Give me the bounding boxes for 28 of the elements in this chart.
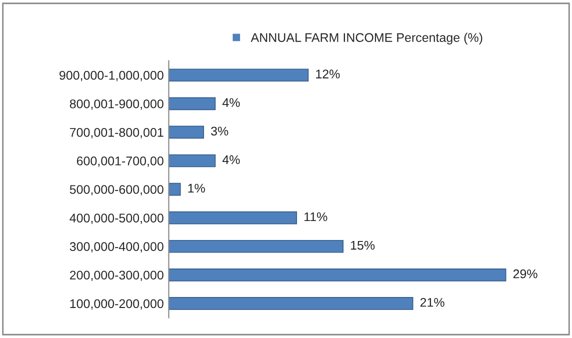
legend-label: ANNUAL FARM INCOME Percentage (%): [250, 32, 482, 44]
bar: [168, 182, 181, 196]
bar: [168, 297, 414, 310]
bar: [168, 97, 216, 110]
y-tick-label: 500,000-600,000: [70, 185, 164, 196]
data-label: 15%: [350, 240, 375, 250]
bar: [168, 240, 344, 253]
y-tick-label: 600,001-700,00: [76, 156, 164, 167]
data-label: 21%: [420, 298, 444, 307]
data-label: 1%: [188, 184, 205, 193]
y-tick-label: 400,000-500,000: [70, 214, 164, 224]
y-tick-label: 900,000-1,000,000: [60, 70, 164, 82]
y-tick-label: 700,001-800,001: [70, 128, 164, 138]
data-label: 3%: [211, 126, 228, 136]
y-tick-label: 800,001-900,000: [70, 99, 164, 110]
data-label: 4%: [222, 98, 240, 107]
y-tick-label: 100,000-200,000: [70, 299, 164, 310]
bar: [168, 154, 216, 168]
data-label: 29%: [513, 269, 538, 278]
data-label: 4%: [222, 155, 240, 164]
y-tick-label: 200,000-300,000: [70, 270, 164, 282]
data-label: 12%: [316, 70, 340, 78]
bar: [168, 268, 506, 282]
bar: [168, 68, 309, 82]
y-tick-label: 300,000-400,000: [70, 242, 164, 252]
bar: [168, 211, 298, 224]
bar: [168, 126, 204, 139]
data-label: 11%: [304, 212, 328, 222]
